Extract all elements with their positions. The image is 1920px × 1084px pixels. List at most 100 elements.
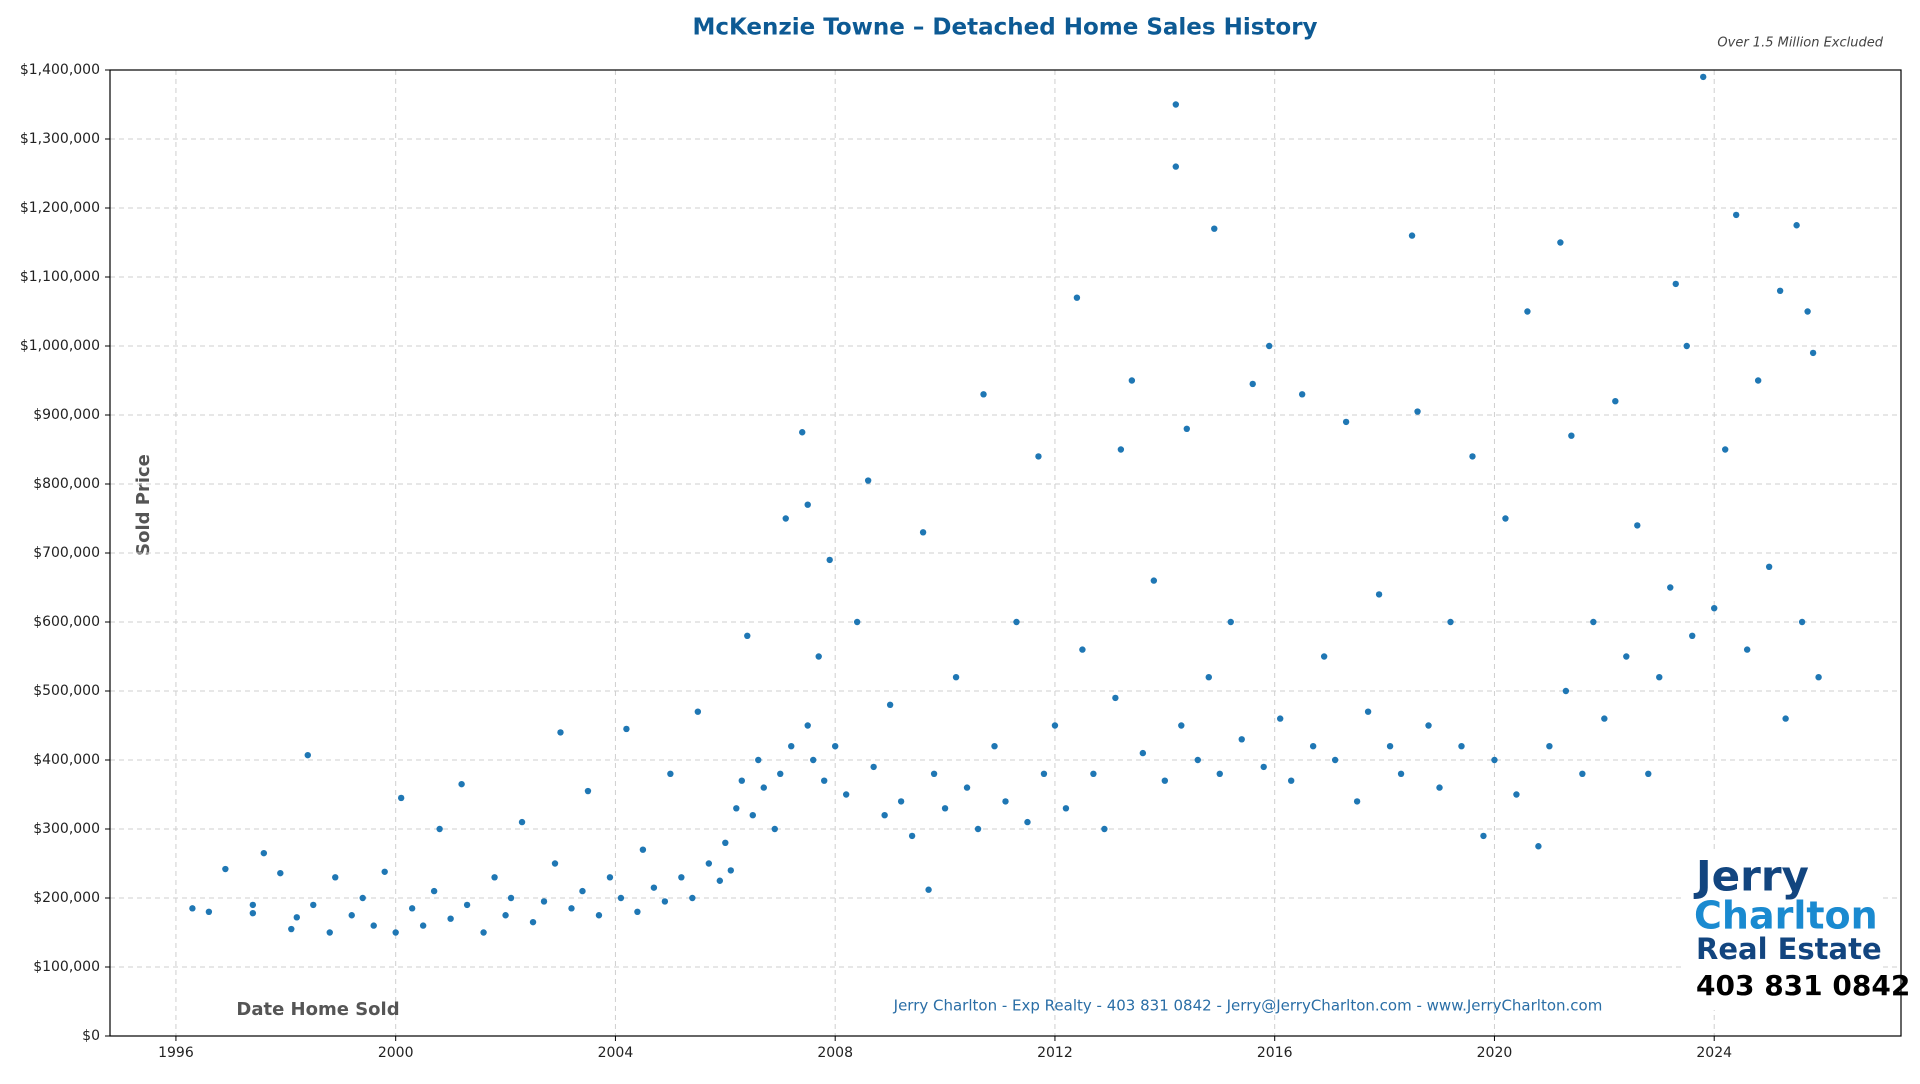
data-point [1150,577,1158,584]
data-point [277,869,284,877]
data-point [1513,791,1520,798]
data-point [1161,777,1169,784]
data-point [842,791,850,798]
y-tick-label: $1,100,000 [20,269,100,285]
data-point [1711,605,1718,612]
data-point [1502,515,1509,522]
chart-title: McKenzie Towne – Detached Home Sales His… [692,15,1317,41]
y-tick-label: $1,000,000 [20,338,100,354]
data-point [1546,743,1553,750]
data-point [1139,749,1147,757]
data-point [1128,377,1136,384]
data-point [639,846,647,853]
data-point [634,908,641,915]
data-point [568,905,575,912]
x-axis-label: Date Home Sold [236,999,399,1020]
data-point [1623,653,1630,660]
data-point [1183,425,1190,432]
y-tick-label: $100,000 [33,959,100,975]
data-point [1414,408,1421,415]
data-point [606,874,614,881]
data-point [980,391,987,398]
logo-text: Real Estate [1696,932,1882,966]
data-point [1342,418,1350,426]
data-point [1397,770,1405,777]
data-point [705,860,713,867]
data-point [617,894,625,902]
y-tick-label: $1,300,000 [20,131,100,147]
data-point [881,812,888,819]
data-point [529,918,537,926]
y-tick-label: $1,400,000 [20,62,100,78]
data-point [1634,522,1641,529]
data-point [1491,756,1498,764]
y-tick-label: $0 [82,1028,100,1044]
data-point [1238,736,1245,743]
x-tick-label: 2024 [1696,1045,1732,1061]
data-point [1408,232,1416,239]
data-point [1469,453,1476,460]
x-tick-label: 2020 [1477,1045,1513,1061]
data-point [1809,349,1817,357]
data-point [623,725,630,733]
data-point [348,912,355,919]
y-tick-label: $600,000 [33,614,100,630]
data-point [760,784,767,791]
data-point [205,908,213,915]
x-tick-label: 1996 [158,1045,194,1061]
data-point [1024,818,1031,826]
data-point [1364,708,1372,715]
data-point [1776,287,1784,294]
data-point [1216,770,1223,777]
y-tick-label: $900,000 [33,407,100,423]
data-point [1073,294,1081,301]
data-point [557,729,564,736]
data-point [963,784,971,791]
data-point [1051,722,1059,729]
data-point [733,805,740,812]
data-point [1804,308,1811,315]
data-point [1743,646,1751,653]
x-tick-label: 2004 [598,1045,634,1061]
data-point [689,894,696,902]
x-tick-label: 2008 [817,1045,853,1061]
data-point [1353,798,1361,805]
data-point [1782,715,1789,722]
logo-background [1683,850,1883,1010]
y-tick-label: $400,000 [33,752,100,768]
data-point [1386,743,1394,750]
data-point [392,929,399,936]
data-point [579,887,586,895]
data-point [941,805,949,812]
data-point [667,770,674,777]
data-point [1793,222,1800,229]
data-point [518,818,526,826]
data-point [310,901,317,909]
data-point [1524,308,1531,315]
data-point [908,832,916,840]
data-point [886,701,894,708]
data-point [1172,163,1180,170]
data-point [738,777,745,784]
y-tick-label: $300,000 [33,821,100,837]
data-point [288,925,295,933]
data-point [408,905,416,912]
data-point [930,770,938,777]
y-tick-label: $700,000 [33,545,100,561]
logo-text: Charlton [1694,894,1878,938]
logo-phone: 403 831 0842 [1696,969,1910,1002]
data-point [952,674,960,681]
data-point [1436,784,1443,791]
data-point [1689,632,1696,639]
data-point [727,867,735,874]
data-point [584,787,592,795]
data-point [1425,722,1432,729]
data-point [1013,618,1020,626]
data-point [1590,618,1597,626]
data-point [463,901,471,909]
data-point [815,653,822,660]
data-point [1112,694,1119,702]
y-tick-label: $200,000 [33,890,100,906]
data-point [1260,763,1267,771]
